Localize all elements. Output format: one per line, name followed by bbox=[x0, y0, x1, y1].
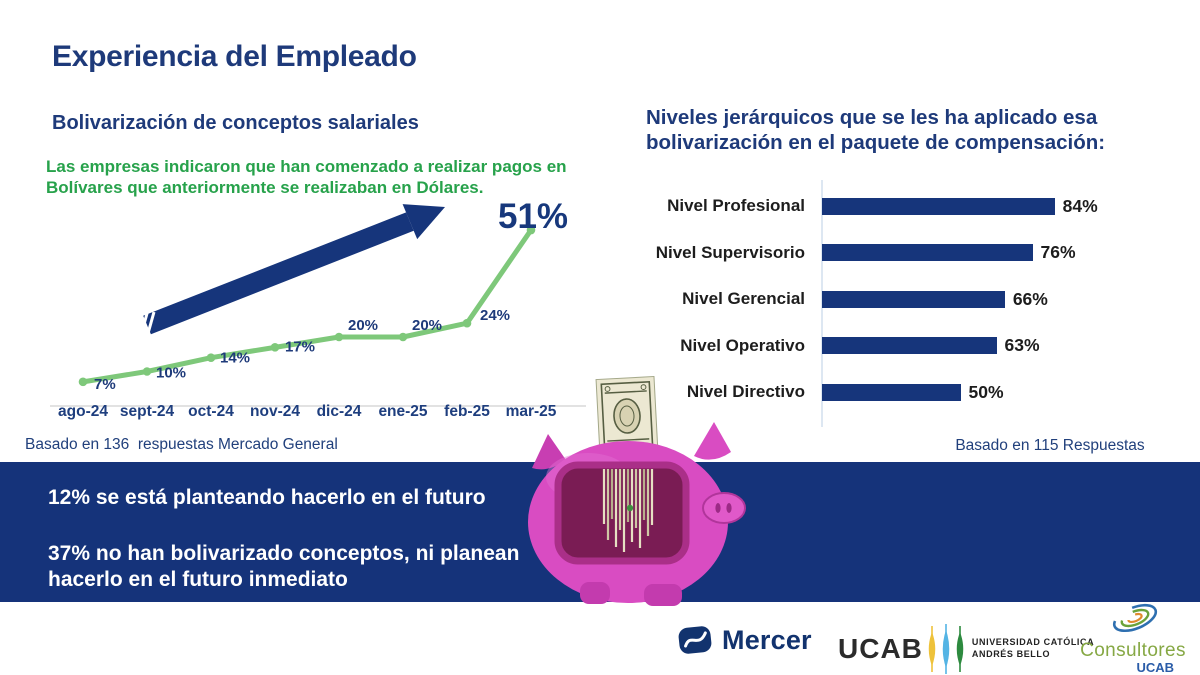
data-point-label: 10% bbox=[156, 365, 186, 382]
mercer-logo-icon bbox=[678, 626, 712, 654]
page-title: Experiencia del Empleado bbox=[52, 40, 417, 73]
ucab-leaves-icon bbox=[928, 624, 964, 674]
data-point bbox=[206, 353, 216, 362]
arrow-tail-slash bbox=[139, 309, 150, 336]
consultores-ucab-logo: Consultores UCAB bbox=[1078, 601, 1188, 675]
pig-opening bbox=[554, 461, 690, 565]
data-point-label: 14% bbox=[220, 350, 250, 367]
left-source-note: Basado en 136 respuestas Mercado General bbox=[25, 436, 338, 453]
x-axis-label: ene-25 bbox=[378, 403, 428, 420]
bar bbox=[822, 244, 1033, 262]
bar-value-label: 84% bbox=[1062, 195, 1098, 216]
bar-track: 76% bbox=[822, 242, 1076, 263]
ucab-name-line2: ANDRÉS BELLO bbox=[971, 649, 1051, 659]
shredded-money bbox=[602, 469, 654, 552]
data-point-label: 24% bbox=[480, 307, 510, 324]
x-axis-label: ago-24 bbox=[58, 403, 108, 420]
data-point bbox=[78, 377, 88, 387]
bar-category-label: Nivel Directivo bbox=[686, 382, 805, 402]
data-point bbox=[270, 343, 280, 352]
ucab-logo-name: UNIVERSIDAD CATÓLICA ANDRÉS BELLO bbox=[972, 637, 1094, 660]
ucab-logo-label: UCAB bbox=[838, 633, 923, 664]
x-axis-label: oct-24 bbox=[188, 403, 234, 420]
x-axis-label: mar-25 bbox=[505, 403, 557, 420]
bar-chart-title: Niveles jerárquicos que se les ha aplica… bbox=[646, 106, 1106, 154]
left-chart-description: Las empresas indicaron que han comenzado… bbox=[46, 157, 567, 198]
banner-stat-1: 12% se está planteando hacerlo en el fut… bbox=[48, 486, 486, 509]
bar-track: 50% bbox=[822, 382, 1004, 403]
ucab-logo: UCAB UNIVERSIDAD CATÓLICA ANDRÉS BELLO bbox=[838, 624, 1094, 674]
data-point bbox=[462, 318, 472, 328]
consultores-logo-label: Consultores bbox=[1080, 640, 1186, 661]
bar-row: Nivel Profesional 84% bbox=[630, 183, 1098, 230]
bar bbox=[822, 383, 961, 401]
bar-track: 63% bbox=[822, 335, 1040, 356]
piggy-bank-illustration bbox=[528, 376, 746, 606]
data-point-label: 20% bbox=[412, 317, 442, 334]
data-point-label: 7% bbox=[94, 376, 116, 393]
right-source-note: Basado en 115 Respuestas bbox=[955, 437, 1145, 454]
bar-row: Nivel Directivo 50% bbox=[630, 369, 1098, 416]
growth-arrow bbox=[139, 204, 445, 338]
bar-value-label: 66% bbox=[1012, 288, 1048, 309]
bar-category-label: Nivel Profesional bbox=[667, 196, 805, 216]
left-chart-title: Bolivarización de conceptos salariales bbox=[52, 112, 419, 134]
x-axis-label: dic-24 bbox=[316, 403, 362, 420]
x-axis-label: nov-24 bbox=[250, 403, 300, 420]
data-point-label: 17% bbox=[285, 338, 315, 355]
bar-row: Nivel Supervisorio 76% bbox=[630, 230, 1098, 277]
bar-track: 84% bbox=[822, 196, 1098, 217]
banner-stat-2: 37% no han bolivarizado conceptos, ni pl… bbox=[48, 542, 520, 592]
bar bbox=[822, 197, 1055, 215]
trend-line-chart: 7% 10% 14% 17% 20% 20% 24% bbox=[50, 204, 586, 407]
data-point bbox=[142, 367, 152, 376]
trend-line bbox=[80, 227, 534, 385]
x-axis-label: sept-24 bbox=[119, 403, 175, 420]
data-point bbox=[526, 225, 536, 235]
bar-value-label: 63% bbox=[1004, 335, 1040, 356]
bar bbox=[822, 290, 1005, 308]
x-axis-labels: ago-24 sept-24 oct-24 nov-24 dic-24 ene-25 feb… bbox=[51, 403, 563, 421]
bar-category-label: Nivel Operativo bbox=[680, 335, 805, 355]
data-point bbox=[398, 332, 408, 342]
bar bbox=[822, 337, 997, 355]
mercer-logo-label: Mercer bbox=[722, 624, 812, 655]
bar-row: Nivel Operativo 63% bbox=[630, 323, 1098, 370]
bar-category-label: Nivel Supervisorio bbox=[655, 242, 805, 262]
bar-value-label: 50% bbox=[968, 381, 1004, 402]
data-point-label: 20% bbox=[348, 317, 378, 334]
x-axis-label: feb-25 bbox=[444, 403, 490, 420]
bar-value-label: 76% bbox=[1040, 242, 1076, 263]
highlight-value: 51% bbox=[498, 197, 569, 236]
consultores-swirl-icon bbox=[1112, 603, 1158, 633]
arrow-tail-slash bbox=[145, 311, 156, 338]
data-point bbox=[334, 332, 344, 342]
consultores-logo-sub: UCAB bbox=[1136, 660, 1174, 675]
mercer-logo: Mercer bbox=[676, 622, 812, 658]
bar-category-label: Nivel Gerencial bbox=[682, 289, 805, 309]
bar-track: 66% bbox=[822, 289, 1048, 310]
level-bar-chart: Nivel Profesional 84% Nivel Supervisorio 76… bbox=[630, 183, 1098, 416]
ucab-name-line1: UNIVERSIDAD CATÓLICA bbox=[971, 637, 1095, 648]
dollar-bill-illustration bbox=[595, 376, 659, 456]
footer bbox=[0, 602, 1200, 675]
bar-row: Nivel Gerencial 66% bbox=[630, 276, 1098, 323]
